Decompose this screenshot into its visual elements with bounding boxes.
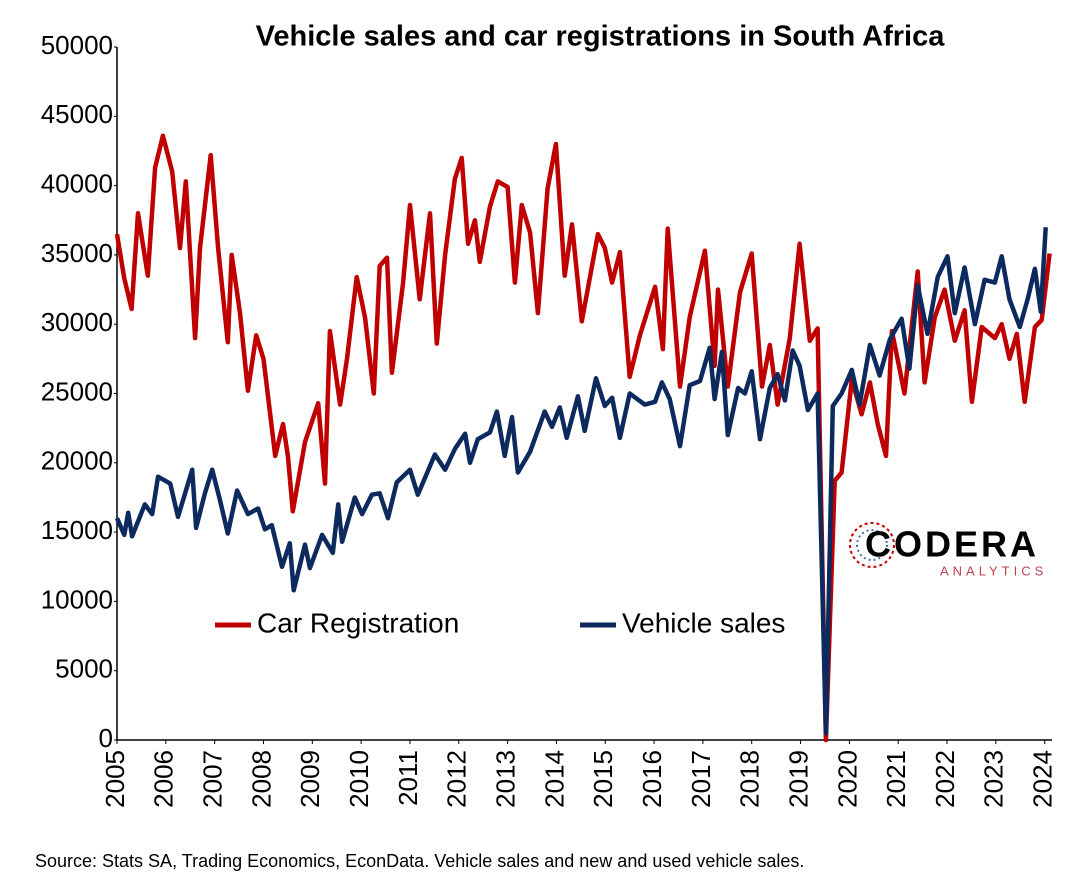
x-tick-label: 2006 (149, 750, 179, 808)
y-tick-label: 0 (99, 723, 113, 753)
series-line (114, 133, 1052, 743)
y-tick-label: 25000 (41, 376, 113, 406)
y-tick-label: 45000 (41, 99, 113, 129)
x-tick-label: 2021 (881, 750, 911, 808)
y-tick-label: 5000 (55, 654, 113, 684)
x-tick-label: 2012 (442, 750, 472, 808)
x-tick-label: 2005 (100, 750, 130, 808)
y-tick-label: 40000 (41, 168, 113, 198)
logo: CODERA ANALYTICS (849, 522, 1047, 578)
legend-label: Car Registration (257, 607, 459, 638)
x-tick-label: 2014 (539, 750, 569, 808)
x-tick-label: 2013 (490, 750, 520, 808)
x-tick-label: 2010 (344, 750, 374, 808)
x-tick-label: 2018 (735, 750, 765, 808)
series-line (114, 227, 1048, 736)
legend-label: Vehicle sales (622, 607, 785, 638)
logo-mark (856, 529, 888, 561)
y-tick-label: 15000 (41, 515, 113, 545)
y-tick-label: 20000 (41, 446, 113, 476)
x-tick-label: 2007 (198, 750, 228, 808)
x-tick-label: 2008 (246, 750, 276, 808)
x-tick-label: 2024 (1028, 750, 1058, 808)
y-tick-label: 10000 (41, 584, 113, 614)
x-tick-label: 2020 (832, 750, 862, 808)
x-tick-label: 2019 (783, 750, 813, 808)
x-tick-label: 2015 (588, 750, 618, 808)
logo-tagline: ANALYTICS (940, 563, 1047, 578)
source-note: Source: Stats SA, Trading Economics, Eco… (35, 851, 804, 871)
x-tick-label: 2023 (979, 750, 1009, 808)
x-tick-label: 2011 (393, 750, 423, 806)
chart-title: Vehicle sales and car registrations in S… (256, 21, 946, 53)
logo-mark (849, 522, 895, 568)
logo-name: CODERA (865, 524, 1039, 565)
x-tick-label: 2009 (295, 750, 325, 808)
x-tick-label: 2022 (930, 750, 960, 808)
x-tick-label: 2017 (686, 750, 716, 808)
y-tick-label: 30000 (41, 307, 113, 337)
y-tick-label: 50000 (41, 30, 113, 60)
x-tick-label: 2016 (637, 750, 667, 808)
y-tick-label: 35000 (41, 238, 113, 268)
